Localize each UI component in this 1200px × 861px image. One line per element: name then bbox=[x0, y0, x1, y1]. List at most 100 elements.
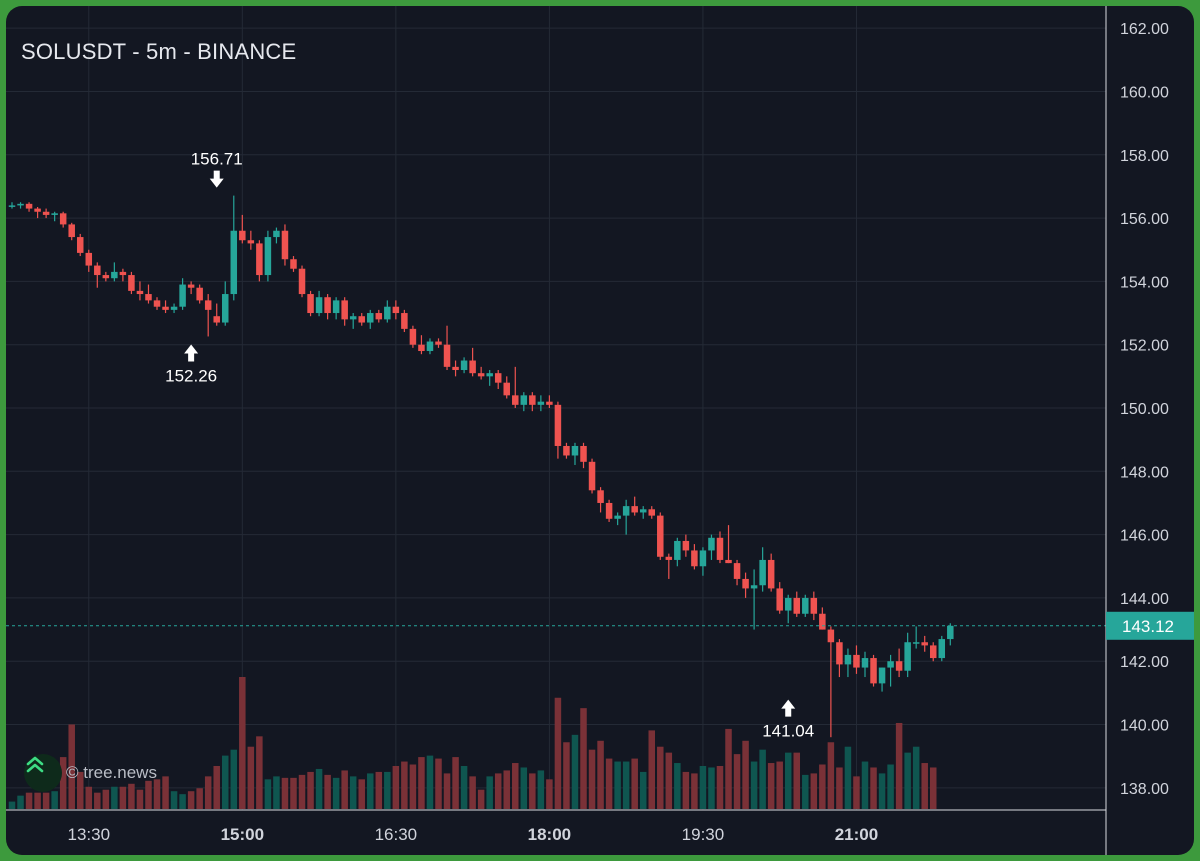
candle-body bbox=[256, 243, 263, 276]
candle-body bbox=[878, 667, 886, 684]
candle-body bbox=[102, 275, 110, 279]
candle-body bbox=[546, 401, 553, 405]
candle bbox=[128, 271, 135, 295]
volume-bar bbox=[605, 758, 613, 809]
candle bbox=[588, 458, 596, 494]
candle bbox=[793, 591, 801, 617]
candle-body bbox=[716, 537, 724, 560]
candle-body bbox=[25, 203, 33, 209]
candle bbox=[273, 227, 280, 244]
volume-bar bbox=[324, 774, 331, 809]
candle bbox=[281, 224, 289, 266]
volume-bar bbox=[580, 708, 587, 809]
candle bbox=[94, 262, 101, 288]
candle-body bbox=[315, 297, 323, 314]
volume-bar bbox=[639, 771, 647, 809]
candle-body bbox=[401, 313, 408, 329]
volume-bar bbox=[196, 788, 203, 809]
candle-body bbox=[264, 237, 272, 276]
candle bbox=[153, 297, 161, 310]
candle-body bbox=[367, 313, 374, 323]
candle bbox=[460, 357, 468, 374]
volume-bar bbox=[315, 768, 323, 809]
candlestick-chart[interactable]: 156.71 152.26 141.04 162.00 160.00 158.00 156… bbox=[6, 6, 1194, 855]
candle-body bbox=[119, 271, 127, 276]
candle bbox=[375, 309, 383, 323]
volume-bar bbox=[102, 789, 110, 809]
volume-bar bbox=[204, 776, 212, 809]
volume-bar bbox=[51, 791, 58, 809]
volume-bar bbox=[733, 754, 741, 809]
candle bbox=[367, 309, 374, 329]
candle bbox=[614, 512, 621, 526]
candle bbox=[392, 300, 400, 320]
candle bbox=[639, 506, 647, 519]
volume-bar bbox=[929, 767, 937, 809]
volume-bar bbox=[546, 779, 553, 809]
candle bbox=[179, 278, 186, 310]
candle-body bbox=[452, 366, 459, 371]
candle bbox=[170, 303, 178, 314]
candle bbox=[145, 284, 152, 304]
candle bbox=[716, 531, 724, 564]
candle bbox=[204, 294, 212, 337]
candle bbox=[358, 313, 365, 326]
volume-bar bbox=[256, 736, 263, 809]
candle bbox=[938, 635, 946, 662]
candle bbox=[452, 360, 459, 377]
candle bbox=[17, 202, 24, 209]
candle bbox=[631, 496, 638, 516]
volume-bar bbox=[512, 763, 519, 809]
candle bbox=[529, 392, 536, 412]
candle bbox=[51, 211, 58, 222]
x-tick-label: 19:30 bbox=[682, 825, 725, 844]
candle-body bbox=[307, 294, 314, 314]
candle bbox=[222, 281, 229, 326]
candle-body bbox=[802, 597, 809, 614]
candle bbox=[912, 626, 920, 649]
candle bbox=[708, 534, 715, 560]
candle-body bbox=[614, 515, 621, 519]
candle bbox=[196, 284, 203, 304]
candle-body bbox=[665, 556, 673, 560]
volume-bar bbox=[588, 749, 596, 809]
volume-bar bbox=[819, 764, 826, 809]
volume-bar bbox=[460, 765, 468, 809]
candles bbox=[8, 195, 954, 738]
candle-body bbox=[460, 360, 468, 371]
candle bbox=[904, 632, 911, 678]
y-tick-label: 148.00 bbox=[1120, 464, 1169, 481]
candle bbox=[418, 335, 425, 355]
volume-bar bbox=[25, 792, 33, 809]
candle-body bbox=[887, 661, 894, 668]
candle bbox=[844, 648, 852, 678]
candle-body bbox=[588, 461, 596, 491]
candle-body bbox=[375, 313, 383, 320]
chart-title: SOLUSDT - 5m - BINANCE bbox=[21, 39, 297, 64]
candle-body bbox=[273, 230, 280, 238]
candle-body bbox=[912, 642, 920, 644]
candle-body bbox=[17, 203, 24, 206]
volume-bar bbox=[179, 794, 186, 809]
candle-body bbox=[810, 597, 818, 614]
candle-body bbox=[904, 642, 911, 671]
candle-body bbox=[622, 506, 630, 516]
watermark: © tree.news bbox=[24, 754, 157, 792]
volume-bars bbox=[8, 677, 937, 809]
candle-body bbox=[222, 294, 229, 323]
candle-body bbox=[750, 585, 758, 589]
volume-bar bbox=[784, 752, 792, 809]
candle bbox=[870, 654, 877, 687]
candle bbox=[435, 338, 442, 348]
candle bbox=[307, 290, 314, 317]
candle bbox=[503, 376, 510, 399]
candle-body bbox=[170, 306, 178, 310]
volume-bar bbox=[563, 742, 570, 809]
volume-bar bbox=[392, 765, 400, 809]
volume-bar bbox=[537, 770, 545, 809]
candle-body bbox=[341, 300, 348, 320]
candle-body bbox=[929, 645, 937, 659]
candle-body bbox=[392, 306, 400, 314]
candle-body bbox=[426, 341, 434, 352]
candle-body bbox=[34, 208, 41, 212]
